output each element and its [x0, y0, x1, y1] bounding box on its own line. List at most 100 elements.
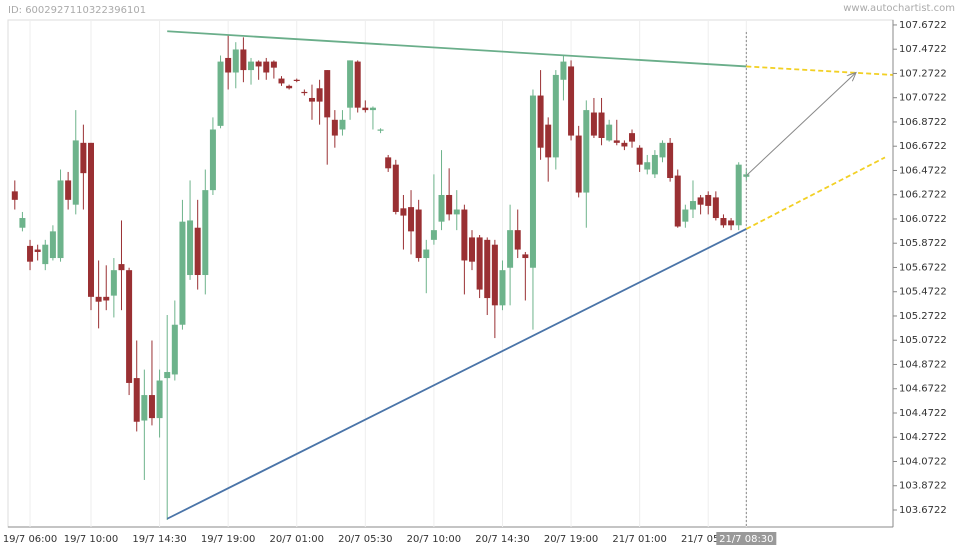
trend-line — [745, 156, 886, 230]
candle-body — [209, 129, 216, 191]
candle-body — [659, 142, 666, 158]
candle-body — [522, 254, 529, 259]
candle-body — [19, 218, 26, 228]
candle-body — [476, 237, 483, 290]
candle-body — [187, 220, 194, 276]
candle-body — [728, 220, 735, 226]
candle-body — [514, 230, 521, 250]
candle-body — [72, 140, 79, 205]
trend-line — [167, 30, 747, 68]
trend-line — [166, 228, 747, 520]
candle-body — [232, 49, 239, 73]
candle-body — [11, 191, 18, 200]
x-tick-label: 19/7 10:00 — [64, 534, 118, 545]
candle-body — [590, 112, 597, 136]
candle-body — [270, 61, 277, 68]
candle-body — [362, 107, 369, 111]
y-tick-label: 106.6722 — [899, 141, 947, 152]
x-tick-label: 21/7 05:30 — [681, 534, 735, 545]
candle-body — [133, 378, 140, 422]
candle-body — [308, 97, 315, 102]
candle-body — [621, 142, 628, 147]
y-tick-label: 105.2722 — [899, 311, 947, 322]
candle-body — [651, 154, 658, 175]
candle-body — [507, 230, 514, 268]
candle-body — [469, 237, 475, 262]
candle-body — [674, 175, 681, 227]
candle-body — [141, 395, 148, 421]
candle-body — [354, 61, 361, 108]
candle-body — [95, 296, 102, 302]
y-tick-label: 106.2722 — [899, 190, 947, 201]
candle-body — [179, 221, 186, 325]
plot-frame — [7, 19, 894, 528]
x-tick-label: 21/7 01:00 — [612, 534, 666, 545]
candle-body — [598, 112, 605, 138]
candle-body — [248, 61, 255, 71]
y-tick-label: 106.4722 — [899, 165, 947, 176]
chart-id: ID: 6002927110322396101 — [8, 5, 146, 16]
candle-body — [720, 218, 727, 226]
x-tick-label: 19/7 19:00 — [201, 534, 255, 545]
candle-body — [560, 61, 567, 80]
candle-body — [278, 78, 285, 84]
x-tick-label: 20/7 01:00 — [270, 534, 324, 545]
candle-body — [392, 164, 399, 212]
candle-body — [369, 107, 376, 111]
candle-body — [339, 119, 346, 130]
y-tick-label: 103.6722 — [899, 505, 947, 516]
candle-body — [735, 164, 742, 226]
y-tick-label: 107.6722 — [899, 20, 947, 31]
watermark: www.autochartist.com — [843, 3, 955, 14]
candle-body — [293, 79, 300, 81]
x-tick-label: 19/7 14:30 — [132, 534, 186, 545]
candle-body — [537, 95, 544, 148]
y-tick-label: 103.8722 — [899, 481, 947, 492]
candle-body — [126, 270, 133, 383]
x-tick-label: 20/7 14:30 — [475, 534, 529, 545]
candle-body — [682, 209, 689, 222]
candle-body — [377, 129, 384, 131]
candle-body — [385, 157, 392, 169]
candle-body — [171, 324, 178, 375]
candle-body — [613, 140, 620, 143]
y-tick-label: 104.2722 — [899, 432, 947, 443]
candle-body — [667, 142, 674, 179]
y-tick-label: 104.0722 — [899, 456, 947, 467]
candle-body — [148, 395, 155, 419]
x-tick-label: 21/7 08:30 — [719, 534, 773, 545]
candle-body — [689, 201, 696, 210]
candle-body — [499, 270, 506, 306]
y-tick-label: 105.0722 — [899, 335, 947, 346]
candle-body — [156, 380, 163, 419]
candle-body — [80, 142, 87, 174]
candle-body — [400, 208, 407, 216]
candle-body — [484, 239, 491, 299]
candle-body — [65, 180, 72, 200]
candle-body — [347, 60, 354, 108]
candle-body — [438, 194, 445, 222]
candle-body — [42, 244, 49, 265]
candle-body — [88, 142, 94, 297]
candle-body — [629, 133, 636, 142]
candle-body — [415, 209, 422, 259]
candle-body — [583, 110, 590, 193]
y-tick-label: 107.0722 — [899, 93, 947, 104]
candle-body — [461, 209, 468, 261]
y-tick-label: 107.4722 — [899, 44, 947, 55]
x-tick-label: 20/7 10:00 — [407, 534, 461, 545]
candle-body — [446, 194, 453, 215]
y-tick-label: 104.4722 — [899, 408, 947, 419]
candle-body — [552, 74, 559, 158]
y-tick-label: 104.8722 — [899, 359, 947, 370]
x-tick-label: 19/7 06:00 — [3, 534, 57, 545]
candle-body — [606, 124, 613, 141]
candle-body — [164, 372, 171, 379]
y-tick-label: 107.2722 — [899, 68, 947, 79]
candle-body — [575, 135, 582, 193]
candle-body — [103, 296, 110, 301]
candle-body — [529, 95, 536, 268]
candle-body — [301, 91, 308, 94]
candle-body — [27, 245, 34, 262]
